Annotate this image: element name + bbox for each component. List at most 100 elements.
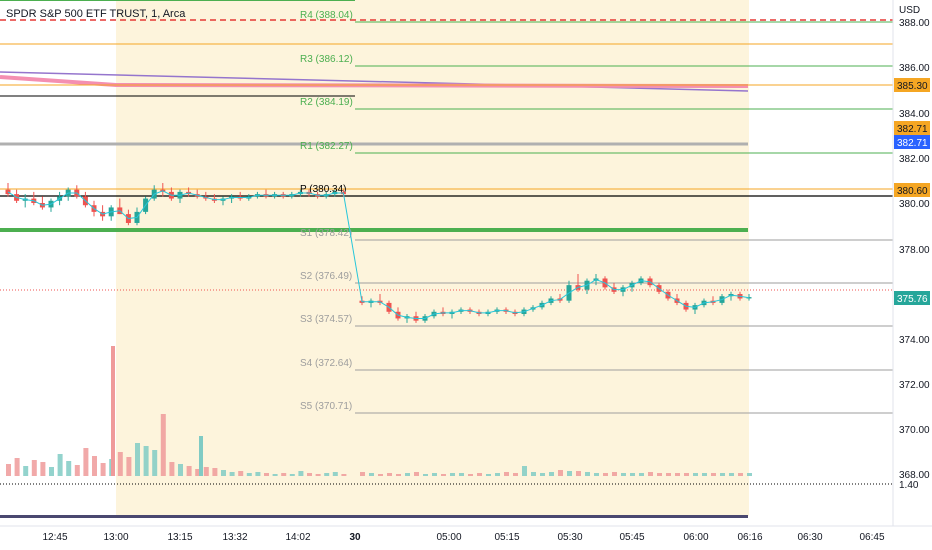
pivot-label-s5: S5 (370.71) (300, 401, 352, 412)
volume-spike-bar (199, 436, 203, 476)
price-badge-label: 382.71 (897, 124, 928, 135)
volume-bar (666, 473, 671, 476)
volume-scale-label: 1.40 (899, 480, 919, 491)
volume-bar (729, 473, 734, 476)
time-tick-label: 06:16 (737, 532, 762, 543)
price-badge[interactable] (894, 121, 930, 135)
moving-average-line (7, 190, 750, 319)
time-tick-label: 06:00 (683, 532, 708, 543)
volume-bar (360, 472, 365, 476)
volume-bar (549, 472, 554, 476)
volume-bar (203, 467, 209, 476)
price-badge[interactable] (894, 291, 930, 305)
volume-bar (540, 473, 545, 476)
volume-bar (396, 474, 401, 476)
volume-bar (630, 473, 635, 476)
volume-bar (23, 466, 29, 476)
volume-bar (603, 473, 608, 476)
price-badge[interactable] (894, 78, 930, 92)
volume-bar (711, 473, 716, 476)
symbol-title[interactable]: SPDR S&P 500 ETF TRUST, 1, Arca (6, 8, 186, 20)
price-badge-label: 375.76 (897, 294, 928, 305)
volume-bar (14, 458, 20, 476)
volume-bar (315, 474, 321, 476)
volume-bar (459, 473, 464, 476)
volume-bar (289, 474, 295, 476)
time-tick-label: 14:02 (285, 532, 310, 543)
price-tick-label: 378.00 (899, 245, 930, 256)
volume-bar (648, 472, 653, 476)
volume-bar (6, 464, 11, 476)
time-tick-label: 06:30 (797, 532, 822, 543)
volume-bar (332, 472, 338, 476)
volume-bar (307, 473, 312, 476)
volume-bar (450, 473, 455, 476)
volume-bar (414, 472, 419, 476)
volume-bar (135, 443, 140, 476)
volume-bar (49, 467, 54, 476)
pivot-label-r3: R3 (386.12) (300, 54, 353, 65)
time-tick-label: 05:00 (436, 532, 461, 543)
pivot-label-r2: R2 (384.19) (300, 97, 353, 108)
volume-bar (531, 472, 536, 476)
pivot-label-s2: S2 (376.49) (300, 271, 352, 282)
pivot-label-p: P (380.34) (300, 184, 347, 195)
time-tick-label: 06:45 (859, 532, 884, 543)
volume-bar (387, 473, 392, 476)
volume-bar (281, 473, 287, 476)
volume-bar (246, 473, 252, 476)
volume-bar (405, 473, 410, 476)
volume-bar (522, 466, 527, 476)
volume-bar (40, 462, 46, 476)
volume-bar (229, 472, 235, 476)
price-tick-label: 370.00 (899, 425, 930, 436)
volume-bar (486, 474, 491, 476)
volume-bar (567, 471, 572, 476)
volume-bar (738, 473, 743, 476)
price-badge[interactable] (894, 135, 930, 149)
volume-bar (495, 473, 500, 476)
price-tick-label: 372.00 (899, 380, 930, 391)
price-tick-label: 368.00 (899, 470, 930, 481)
currency-label: USD (899, 5, 920, 16)
volume-bar (66, 461, 72, 476)
pivot-label-r1: R1 (382.27) (300, 141, 353, 152)
time-tick-label: 13:00 (103, 532, 128, 543)
volume-bar (92, 456, 97, 476)
pivot-label-s3: S3 (374.57) (300, 314, 352, 325)
volume-bar (238, 471, 244, 476)
pivot-label-r4: R4 (388.04) (300, 10, 353, 21)
volume-bar (83, 448, 89, 476)
volume-bar (341, 474, 347, 476)
volume-bar (693, 473, 698, 476)
volume-bar (675, 473, 680, 476)
volume-bar (558, 470, 563, 476)
volume-bar (423, 474, 428, 476)
volume-bar (126, 457, 132, 476)
volume-bar (504, 472, 509, 476)
volume-bar (585, 472, 590, 476)
volume-bar (264, 473, 269, 476)
volume-bar (639, 473, 644, 476)
volume-bar (143, 446, 149, 476)
time-tick-label: 13:15 (167, 532, 192, 543)
purple-trend-line (0, 71, 749, 92)
volume-bar (657, 473, 662, 476)
volume-bar (100, 463, 106, 476)
volume-bar (477, 473, 482, 476)
volume-bar (160, 414, 166, 476)
volume-bar (255, 472, 261, 476)
price-badge-label: 385.30 (897, 81, 928, 92)
volume-bar (747, 473, 752, 476)
price-tick-label: 380.00 (899, 199, 930, 210)
volume-spike-bar (111, 346, 115, 476)
time-tick-label: 12:45 (42, 532, 67, 543)
price-badge[interactable] (894, 183, 930, 197)
volume-bar (272, 474, 278, 476)
time-tick-label: 30 (349, 532, 361, 543)
volume-bar (117, 452, 123, 476)
volume-bar (57, 454, 63, 476)
price-tick-label: 384.00 (899, 109, 930, 120)
